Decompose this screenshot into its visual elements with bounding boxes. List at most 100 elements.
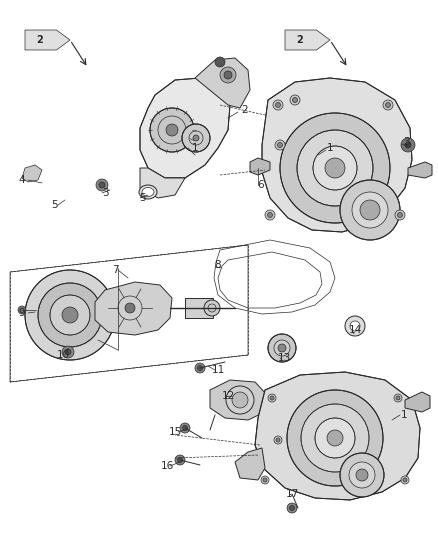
Text: 14: 14 [348,325,362,335]
Text: 11: 11 [212,365,225,375]
Circle shape [220,67,236,83]
Circle shape [268,334,296,362]
Circle shape [327,430,343,446]
Polygon shape [235,448,265,480]
Polygon shape [95,282,172,335]
Circle shape [401,476,409,484]
Circle shape [290,95,300,105]
Polygon shape [408,162,432,178]
Circle shape [275,140,285,150]
Circle shape [268,213,272,217]
Polygon shape [255,372,420,500]
Circle shape [62,346,74,358]
Ellipse shape [142,188,154,197]
Circle shape [278,142,283,148]
Circle shape [166,124,178,136]
Circle shape [403,478,407,482]
Circle shape [394,394,402,402]
Polygon shape [25,30,70,50]
Circle shape [293,98,297,102]
Text: 9: 9 [19,308,25,318]
Polygon shape [195,58,250,108]
Text: 13: 13 [277,353,291,363]
Polygon shape [285,30,330,50]
Text: 1: 1 [401,410,407,420]
Circle shape [352,192,388,228]
Circle shape [177,457,183,463]
Circle shape [125,303,135,313]
Circle shape [18,306,26,314]
Text: 17: 17 [286,489,299,499]
Circle shape [401,138,415,152]
Circle shape [395,210,405,220]
Circle shape [96,179,108,191]
Circle shape [175,455,185,465]
Text: 12: 12 [221,391,235,401]
Circle shape [265,210,275,220]
Circle shape [274,436,282,444]
Circle shape [38,283,102,347]
Circle shape [99,182,105,188]
Circle shape [224,71,232,79]
Circle shape [301,404,369,472]
Circle shape [287,390,383,486]
Circle shape [193,135,199,141]
Circle shape [315,418,355,458]
Circle shape [182,124,210,152]
Text: 7: 7 [112,265,118,275]
Circle shape [270,396,274,400]
Polygon shape [140,78,230,178]
Text: 5: 5 [52,200,58,210]
Bar [185,298,213,318]
Text: 8: 8 [215,260,221,270]
Circle shape [290,505,294,511]
Ellipse shape [139,185,157,199]
Text: 6: 6 [258,180,264,190]
Circle shape [215,57,225,67]
Circle shape [398,213,403,217]
Circle shape [396,396,400,400]
Text: 2: 2 [242,105,248,115]
Polygon shape [22,165,42,182]
Text: 16: 16 [160,461,173,471]
Circle shape [198,366,202,370]
Text: 5: 5 [140,193,146,203]
Circle shape [276,102,280,108]
Text: 10: 10 [57,350,70,360]
Circle shape [195,363,205,373]
Circle shape [325,158,345,178]
Circle shape [340,180,400,240]
Circle shape [278,344,286,352]
Circle shape [232,392,248,408]
Circle shape [385,102,391,108]
Text: 1: 1 [192,143,198,153]
Circle shape [273,100,283,110]
Text: 3: 3 [403,137,410,147]
Circle shape [276,438,280,442]
Text: 2: 2 [36,35,43,45]
Circle shape [297,130,373,206]
Circle shape [349,462,375,488]
Circle shape [180,423,190,433]
Text: 2: 2 [296,35,303,45]
Circle shape [345,316,365,336]
Text: 4: 4 [19,175,25,185]
Circle shape [313,146,357,190]
Polygon shape [405,392,430,412]
Polygon shape [262,78,412,232]
Circle shape [183,425,187,431]
Polygon shape [140,168,185,198]
Circle shape [150,108,194,152]
Circle shape [204,300,220,316]
Circle shape [62,307,78,323]
Circle shape [65,349,71,355]
Circle shape [261,476,269,484]
Circle shape [280,113,390,223]
Circle shape [350,321,360,331]
Circle shape [226,386,254,414]
Circle shape [360,200,380,220]
Polygon shape [210,380,268,420]
Text: 3: 3 [102,188,108,198]
Text: 15: 15 [168,427,182,437]
Circle shape [383,100,393,110]
